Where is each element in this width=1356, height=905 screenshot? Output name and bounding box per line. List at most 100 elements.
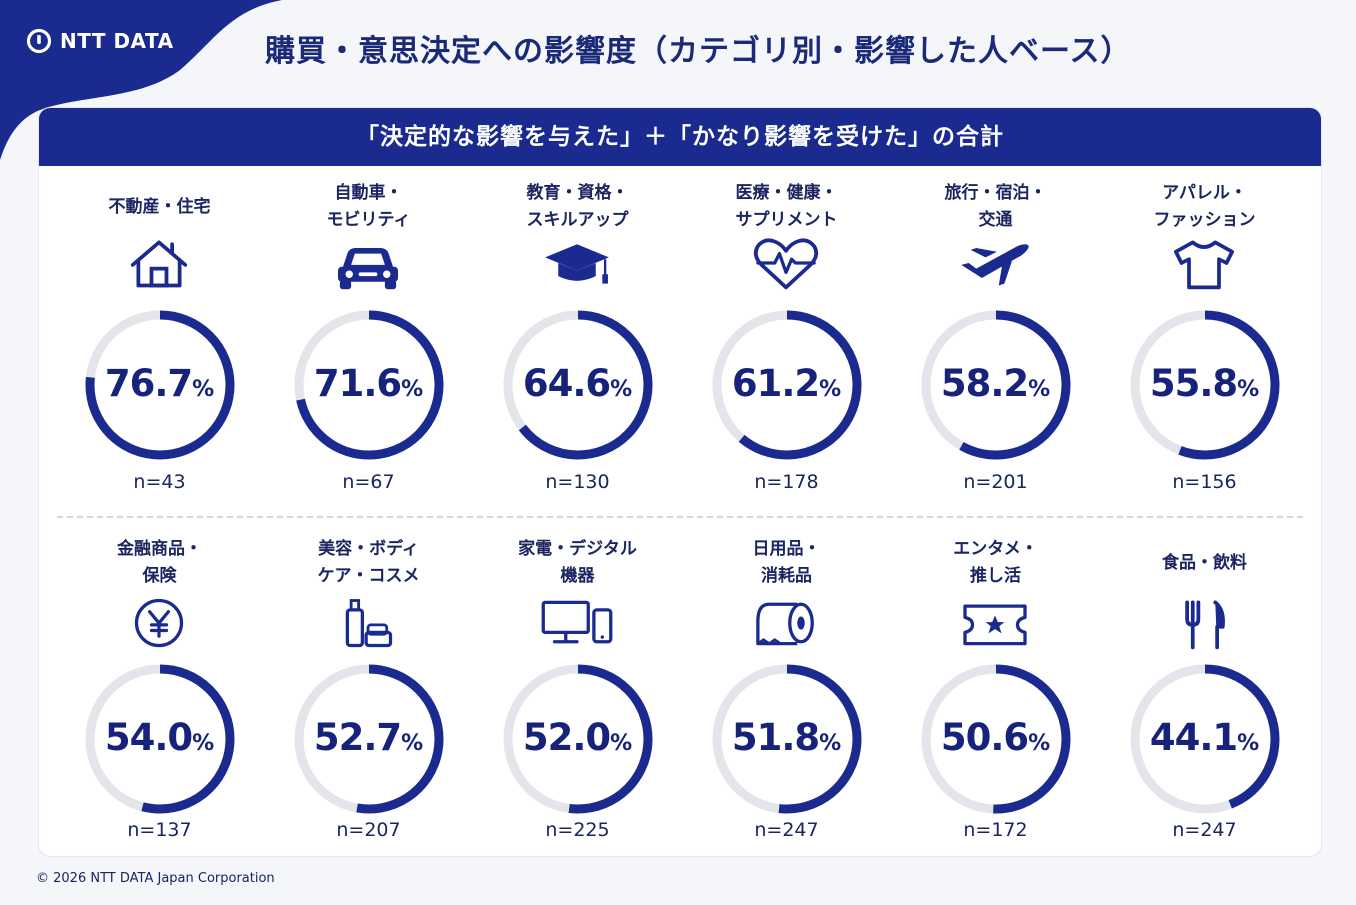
percent-unit: % (610, 731, 633, 756)
percent-number: 58.2 (940, 362, 1029, 405)
donut-ring (921, 664, 1071, 814)
category-label: エンタメ・ 推し活 (953, 539, 1038, 586)
donut-ring (1130, 664, 1280, 814)
percent-unit: % (610, 377, 633, 402)
percent-unit: % (401, 377, 424, 402)
percent-unit: % (1237, 731, 1260, 756)
donut-ring (921, 310, 1071, 460)
percent-number: 64.6 (522, 362, 611, 405)
category-label: 旅行・宿泊・ 交通 (944, 183, 1047, 230)
percent-unit: % (192, 377, 215, 402)
copyright: © 2026 NTT DATA Japan Corporation (36, 871, 275, 886)
donut-ring (294, 664, 444, 814)
percent-unit: % (819, 731, 842, 756)
donut-ring (503, 310, 653, 460)
percent-unit: % (1028, 731, 1051, 756)
donut-value-arc (85, 664, 235, 814)
sample-size: n=137 (127, 819, 192, 841)
donut-ring (85, 310, 235, 460)
sample-size: n=207 (336, 819, 401, 841)
airplane-icon (961, 244, 1029, 286)
percent-number: 54.0 (104, 716, 193, 759)
category-label: 金融商品・ 保険 (117, 539, 202, 586)
percent-number: 50.6 (940, 716, 1029, 759)
donut-value-arc (921, 310, 1071, 460)
percent-value: 61.2% (682, 362, 891, 405)
percent-number: 51.8 (731, 716, 820, 759)
percent-value: 50.6% (891, 716, 1100, 759)
category-label: 医療・健康・ サプリメント (735, 183, 838, 230)
tshirt-icon (1174, 240, 1234, 290)
percent-value: 51.8% (682, 716, 891, 759)
donut-ring (85, 664, 235, 814)
donut-value-arc (294, 310, 444, 460)
heart-pulse-icon (753, 238, 819, 290)
percent-number: 71.6 (313, 362, 402, 405)
donut-ring (1130, 310, 1280, 460)
category-label: 自動車・ モビリティ (326, 183, 411, 230)
percent-value: 71.6% (264, 362, 473, 405)
sample-size: n=201 (963, 471, 1028, 493)
percent-value: 52.0% (473, 716, 682, 759)
category-label: 家電・デジタル 機器 (518, 539, 637, 586)
category-label: 美容・ボディ ケア・コスメ (317, 539, 420, 586)
chart-card: 「決定的な影響を与えた」＋「かなり影響を受けた」の合計 不動産・住宅 76.7% n… (38, 107, 1322, 857)
corner-decoration (0, 0, 282, 160)
donut-value-arc (712, 310, 862, 460)
donut-value-arc (712, 664, 862, 814)
graduation-cap-icon (545, 244, 609, 284)
donut-value-arc (294, 664, 444, 814)
ntt-data-logo-icon (26, 28, 52, 54)
percent-value: 58.2% (891, 362, 1100, 405)
sample-size: n=178 (754, 471, 819, 493)
sample-size: n=247 (754, 819, 819, 841)
donut-value-arc (921, 664, 1071, 814)
donut-value-arc (1130, 310, 1280, 460)
percent-number: 76.7 (104, 362, 193, 405)
logo-text: NTT DATA (60, 29, 174, 53)
yen-coin-icon (134, 598, 184, 648)
category-label: 日用品・ 消耗品 (752, 539, 821, 586)
category-label: 食品・飲料 (1162, 553, 1247, 573)
toilet-paper-icon (756, 602, 814, 646)
banner: 「決定的な影響を与えた」＋「かなり影響を受けた」の合計 (39, 108, 1321, 166)
ticket-star-icon (963, 604, 1027, 646)
sample-size: n=67 (342, 471, 395, 493)
row-divider (57, 516, 1303, 518)
percent-number: 52.7 (313, 716, 402, 759)
category-label: アパレル・ ファッション (1153, 183, 1256, 230)
percent-unit: % (819, 377, 842, 402)
donut-value-arc (85, 310, 235, 460)
sample-size: n=172 (963, 819, 1028, 841)
monitor-phone-icon (541, 600, 613, 644)
percent-value: 55.8% (1100, 362, 1309, 405)
category-label: 教育・資格・ スキルアップ (526, 183, 629, 230)
percent-value: 76.7% (55, 362, 264, 405)
sample-size: n=225 (545, 819, 610, 841)
percent-number: 55.8 (1149, 362, 1238, 405)
donut-value-arc (503, 664, 653, 814)
donut-ring (712, 310, 862, 460)
donut-value-arc (1130, 664, 1280, 814)
sample-size: n=156 (1172, 471, 1237, 493)
cosmetics-icon (345, 599, 393, 648)
fork-knife-icon (1185, 600, 1225, 650)
percent-value: 52.7% (264, 716, 473, 759)
category-label: 不動産・住宅 (108, 197, 211, 217)
percent-number: 52.0 (522, 716, 611, 759)
percent-value: 44.1% (1100, 716, 1309, 759)
percent-unit: % (1237, 377, 1260, 402)
percent-unit: % (401, 731, 424, 756)
sample-size: n=247 (1172, 819, 1237, 841)
percent-value: 54.0% (55, 716, 264, 759)
page-title: 購買・意思決定への影響度（カテゴリ別・影響した人ベース） (265, 34, 1132, 69)
percent-number: 61.2 (731, 362, 820, 405)
sample-size: n=130 (545, 471, 610, 493)
percent-value: 64.6% (473, 362, 682, 405)
percent-unit: % (1028, 377, 1051, 402)
car-icon (338, 248, 398, 290)
donut-ring (712, 664, 862, 814)
brand-logo: NTT DATA (26, 28, 174, 54)
percent-number: 44.1 (1149, 716, 1238, 759)
sample-size: n=43 (133, 471, 186, 493)
